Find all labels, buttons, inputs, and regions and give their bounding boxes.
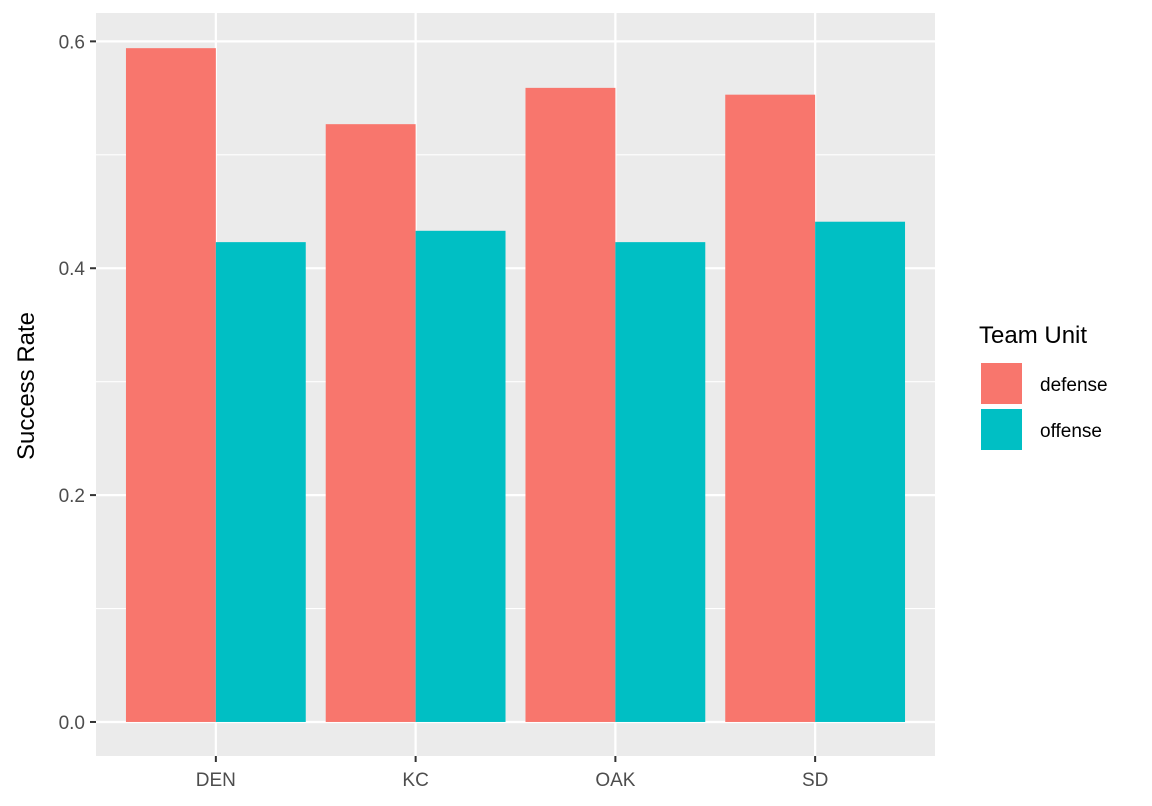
legend-key-defense bbox=[979, 361, 1024, 406]
bar-offense-kc bbox=[415, 230, 506, 722]
x-axis: DEN KC OAK SD bbox=[196, 756, 828, 791]
bars bbox=[125, 48, 906, 722]
x-tick-label: SD bbox=[802, 770, 828, 791]
x-tick-label: KC bbox=[402, 770, 428, 791]
y-axis: 0.0 0.2 0.4 0.6 bbox=[59, 32, 96, 734]
legend: Team Unit defense offense bbox=[979, 322, 1108, 452]
bar-defense-den bbox=[125, 48, 216, 722]
y-axis-title: Success Rate bbox=[13, 312, 40, 460]
bar-defense-oak bbox=[525, 87, 616, 722]
bar-offense-sd bbox=[815, 221, 906, 722]
legend-key-offense bbox=[979, 407, 1024, 452]
y-tick-label: 0.6 bbox=[59, 32, 85, 53]
legend-label-defense: defense bbox=[1040, 375, 1108, 396]
x-tick-label: OAK bbox=[595, 770, 635, 791]
bar-defense-kc bbox=[325, 124, 416, 722]
legend-items: defense offense bbox=[979, 361, 1108, 452]
y-tick-label: 0.2 bbox=[59, 486, 85, 507]
bar-offense-oak bbox=[615, 242, 706, 722]
y-tick-label: 0.4 bbox=[59, 259, 86, 280]
bar-offense-den bbox=[215, 242, 306, 722]
legend-title: Team Unit bbox=[979, 322, 1087, 349]
x-tick-label: DEN bbox=[196, 770, 236, 791]
legend-label-offense: offense bbox=[1040, 421, 1102, 442]
bar-defense-sd bbox=[725, 94, 816, 722]
y-tick-label: 0.0 bbox=[59, 713, 85, 734]
